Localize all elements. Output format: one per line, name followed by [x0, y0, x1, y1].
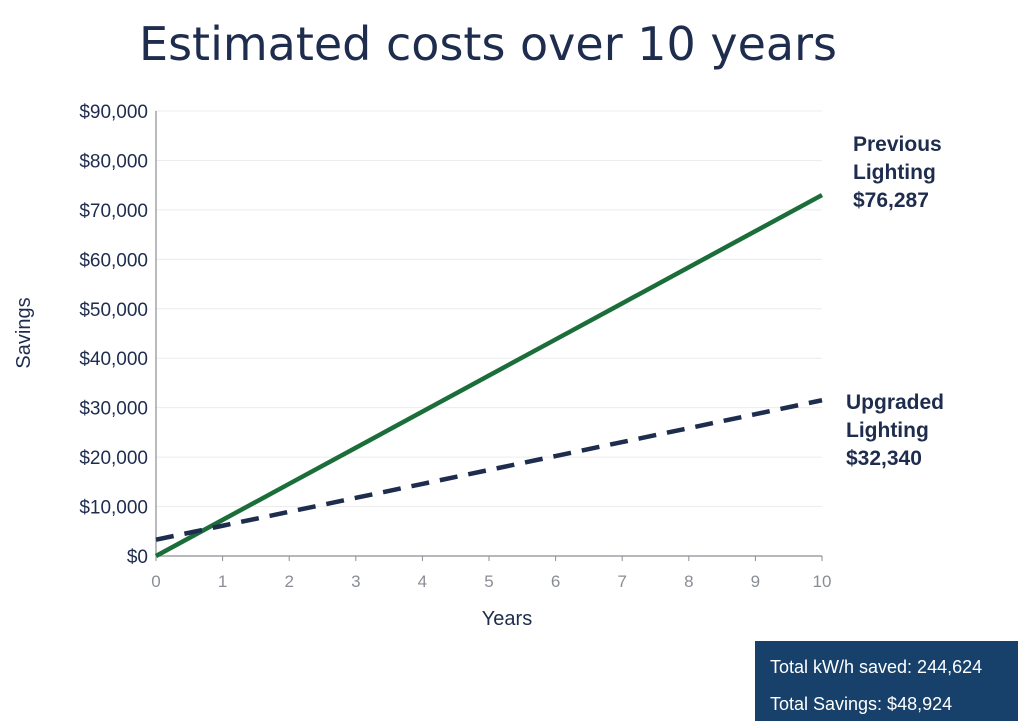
- x-tick-label: 8: [684, 572, 693, 591]
- y-axis-ticks: $0 $10,000 $20,000 $30,000 $40,000 $50,000 $60…: [79, 102, 148, 568]
- chart-title: Estimated costs over 10 years: [139, 17, 837, 71]
- series-label-upgraded: Upgraded Lighting $32,340: [846, 391, 944, 470]
- y-tick-label: $0: [127, 547, 148, 568]
- series-labels: Previous Lighting $76,287 Upgraded Lighting $…: [846, 133, 944, 470]
- x-tick-label: 1: [218, 572, 227, 591]
- y-tick-label: $60,000: [79, 250, 148, 271]
- y-tick-label: $50,000: [79, 300, 148, 321]
- y-tick-label: $40,000: [79, 349, 148, 370]
- x-tick-label: 10: [813, 572, 832, 591]
- x-tick-label: 0: [151, 572, 160, 591]
- series-label-previous: Previous Lighting $76,287: [853, 133, 942, 212]
- total-savings: Total Savings: $48,924: [770, 694, 953, 714]
- y-axis-label: Savings: [13, 297, 35, 368]
- y-tick-label: $30,000: [79, 399, 148, 420]
- y-tick-label: $20,000: [79, 448, 148, 469]
- series-lines: [154, 193, 824, 558]
- series-line-previous: [154, 193, 824, 558]
- y-tick-label: $10,000: [79, 498, 148, 519]
- savings-summary-box: Total kW/h saved: 244,624 Total Savings:…: [755, 641, 1018, 721]
- x-axis-label: Years: [482, 608, 532, 630]
- x-tick-label: 2: [284, 572, 293, 591]
- x-tick-label: 5: [484, 572, 493, 591]
- x-tick-label: 6: [551, 572, 560, 591]
- y-tick-label: $70,000: [79, 201, 148, 222]
- x-tick-label: 3: [351, 572, 360, 591]
- y-tick-label: $90,000: [79, 102, 148, 123]
- total-kwh-saved: Total kW/h saved: 244,624: [770, 657, 983, 677]
- x-tick-label: 7: [617, 572, 626, 591]
- x-axis-ticks: 0 1 2 3 4 5 6 7 8 9 10: [151, 556, 831, 591]
- x-tick-label: 9: [751, 572, 760, 591]
- series-line-upgraded: [155, 398, 823, 542]
- axes: [155, 111, 822, 557]
- x-tick-label: 4: [418, 572, 427, 591]
- gridlines: [156, 110, 822, 508]
- y-tick-label: $80,000: [79, 151, 148, 172]
